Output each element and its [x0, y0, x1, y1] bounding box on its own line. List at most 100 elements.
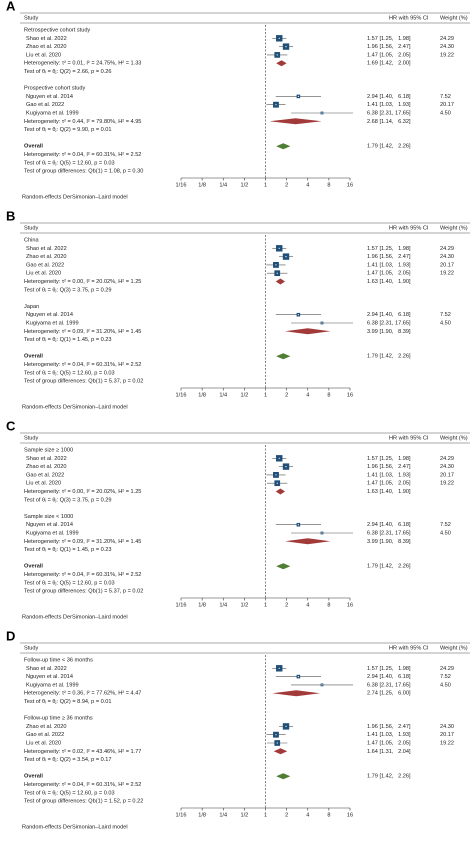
study-value: 6.38 [2.31, 17.65] — [367, 530, 411, 536]
study-value: 1.47 [1.05, 2.05] — [367, 52, 411, 58]
study-value: 2.94 [1.40, 6.18] — [367, 674, 411, 680]
study-name: Nguyen et al. 2014 — [26, 522, 73, 528]
subgroup-test: Test of θᵢ = θⱼ: Q(1) = 1.45, p = 0.23 — [24, 547, 112, 553]
study-name: Zhao et al. 2020 — [26, 464, 66, 470]
study-weight: 7.52 — [440, 522, 451, 528]
study-point — [321, 112, 323, 114]
study-weight: 24.29 — [440, 246, 454, 252]
overall-test: Test of θᵢ = θⱼ: Q(5) = 12.60, p = 0.03 — [24, 370, 115, 376]
footnote: Random-effects DerSimonian–Laird model — [22, 194, 128, 200]
subgroup-test: Test of θᵢ = θⱼ: Q(2) = 2.66, p = 0.26 — [24, 69, 112, 75]
study-point — [321, 322, 323, 324]
column-header: Study — [24, 645, 39, 651]
x-tick-label: 16 — [347, 182, 353, 188]
heterogeneity: Heterogeneity: τ² = 0.04, I² = 60.31%, H… — [24, 152, 141, 158]
panel-label: B — [6, 208, 15, 223]
study-weight: 19.22 — [440, 271, 454, 277]
pooled-value: 2.68 [1.14, 6.32] — [367, 119, 411, 125]
x-tick-label: 1/16 — [176, 392, 187, 398]
overall-test: Test of θᵢ = θⱼ: Q(5) = 12.60, p = 0.03 — [24, 160, 115, 166]
x-tick-label: 1/4 — [219, 602, 227, 608]
panel-label: C — [6, 418, 16, 433]
study-name: Gao et al. 2022 — [26, 102, 64, 108]
study-weight: 24.30 — [440, 254, 454, 260]
study-point — [285, 725, 287, 728]
footnote: Random-effects DerSimonian–Laird model — [22, 614, 128, 620]
column-header: HR with 95% CI — [389, 15, 429, 21]
study-weight: 4.50 — [440, 530, 451, 536]
study-weight: 7.52 — [440, 674, 451, 680]
study-value: 1.96 [1.56, 2.47] — [367, 44, 411, 50]
pooled-value: 1.79 [1.42, 2.26] — [367, 354, 411, 360]
study-weight: 20.17 — [440, 472, 454, 478]
study-name: Zhao et al. 2020 — [26, 254, 66, 260]
pooled-diamond — [275, 278, 286, 285]
group-title: Follow-up time ≥ 36 months — [24, 716, 93, 722]
heterogeneity: Heterogeneity: τ² = 0.04, I² = 60.31%, H… — [24, 362, 141, 368]
column-header: HR with 95% CI — [389, 645, 429, 651]
study-weight: 24.29 — [440, 666, 454, 672]
study-value: 2.94 [1.40, 6.18] — [367, 522, 411, 528]
column-header: Study — [24, 225, 39, 231]
study-value: 1.41 [1.03, 1.93] — [367, 732, 411, 738]
x-tick-label: 1/8 — [198, 812, 206, 818]
heterogeneity: Heterogeneity: τ² = 0.00, I² = 20.02%, H… — [24, 279, 141, 285]
study-point — [278, 37, 280, 39]
x-tick-label: 1 — [264, 812, 267, 818]
group-title: Prospective cohort study — [24, 86, 85, 92]
pooled-value: 1.69 [1.42, 2.00] — [367, 61, 411, 67]
study-value: 1.96 [1.56, 2.47] — [367, 464, 411, 470]
study-weight: 24.29 — [440, 456, 454, 462]
study-value: 1.96 [1.56, 2.47] — [367, 254, 411, 260]
heterogeneity: Heterogeneity: τ² = 0.09, I² = 31.20%, H… — [24, 539, 141, 545]
pooled-diamond — [285, 538, 331, 545]
study-point — [276, 272, 278, 274]
footnote: Random-effects DerSimonian–Laird model — [22, 404, 128, 410]
pooled-value: 3.99 [1.90, 8.39] — [367, 329, 411, 335]
x-tick-label: 2 — [285, 182, 288, 188]
study-value: 1.57 [1.25, 1.98] — [367, 246, 411, 252]
pooled-diamond — [273, 748, 288, 755]
group-title: Retrospective cohort study — [24, 27, 90, 33]
x-tick-label: 1/2 — [240, 602, 248, 608]
pooled-value: 3.99 [1.90, 8.39] — [367, 539, 411, 545]
study-value: 6.38 [2.31, 17.65] — [367, 320, 411, 326]
pooled-diamond — [276, 563, 291, 570]
pooled-value: 1.79 [1.42, 2.26] — [367, 144, 411, 150]
study-name: Kugiyama et al. 1999 — [26, 530, 79, 536]
pooled-value: 1.63 [1.40, 1.90] — [367, 489, 411, 495]
study-point — [275, 264, 277, 266]
heterogeneity: Heterogeneity: τ² = 0.44, I² = 79.80%, H… — [24, 119, 141, 125]
study-name: Nguyen et al. 2014 — [26, 674, 73, 680]
x-tick-label: 8 — [327, 392, 330, 398]
overall-test: Test of θᵢ = θⱼ: Q(5) = 12.60, p = 0.03 — [24, 790, 115, 796]
subgroup-test: Test of θᵢ = θⱼ: Q(3) = 3.75, p = 0.29 — [24, 287, 112, 293]
x-tick-label: 1 — [264, 602, 267, 608]
heterogeneity: Heterogeneity: τ² = 0.36, I² = 77.62%, H… — [24, 691, 141, 697]
study-name: Gao et al. 2022 — [26, 472, 64, 478]
x-tick-label: 16 — [347, 602, 353, 608]
study-name: Liu et al. 2020 — [26, 481, 61, 487]
study-weight: 7.52 — [440, 94, 451, 100]
footnote: Random-effects DerSimonian–Laird model — [22, 824, 128, 830]
study-weight: 24.30 — [440, 724, 454, 730]
column-header: Weight (%) — [440, 15, 468, 21]
x-tick-label: 8 — [327, 182, 330, 188]
group-title: Sample size ≥ 1000 — [24, 447, 73, 453]
column-header: Study — [24, 15, 39, 21]
x-tick-label: 16 — [347, 392, 353, 398]
subgroup-test: Test of θᵢ = θⱼ: Q(2) = 3.54, p = 0.17 — [24, 757, 112, 763]
study-name: Kugiyama et al. 1999 — [26, 320, 79, 326]
x-tick-label: 1/2 — [240, 392, 248, 398]
x-tick-label: 1/2 — [240, 812, 248, 818]
panel-label: D — [6, 628, 15, 643]
study-point — [275, 474, 277, 476]
group-title: China — [24, 237, 40, 243]
x-tick-label: 1 — [264, 392, 267, 398]
study-point — [297, 524, 299, 526]
heterogeneity: Heterogeneity: τ² = 0.02, I² = 43.46%, H… — [24, 749, 141, 755]
x-tick-label: 1/8 — [198, 392, 206, 398]
subgroup-test: Test of θᵢ = θⱼ: Q(3) = 3.75, p = 0.29 — [24, 497, 112, 503]
